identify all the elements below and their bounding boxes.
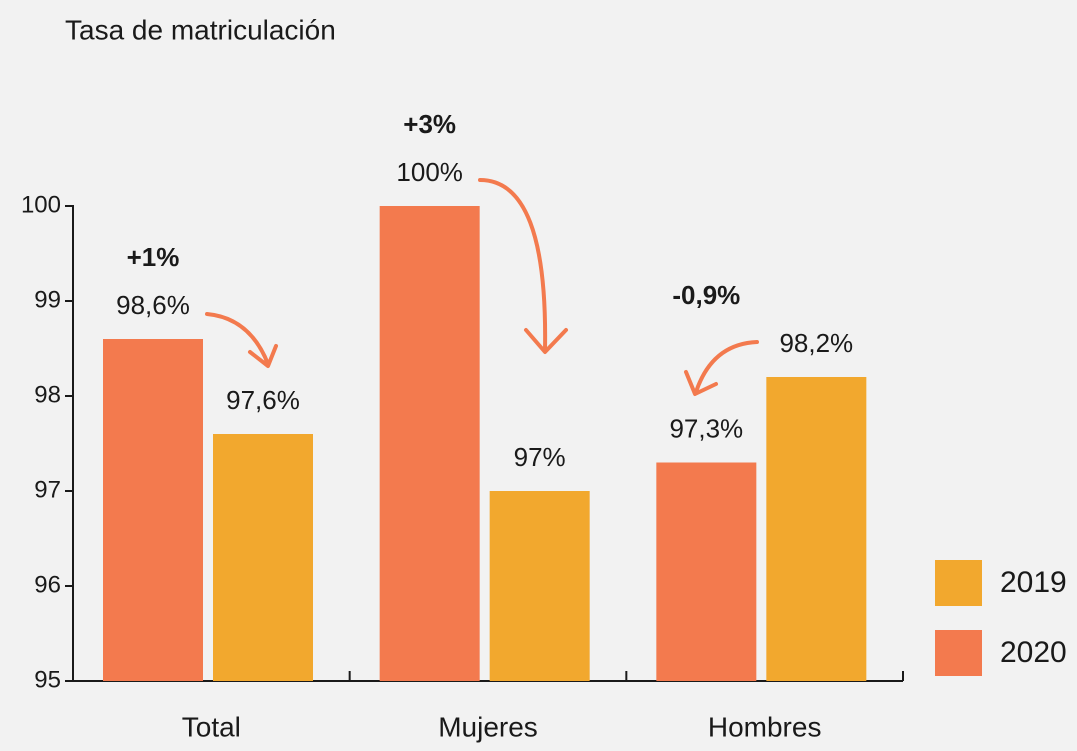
y-tick-label: 96	[34, 571, 61, 598]
legend-swatch	[935, 630, 982, 676]
bar	[656, 462, 757, 681]
data-label: 100%	[396, 157, 463, 187]
annotation: +3%	[403, 109, 456, 139]
data-label: 97,6%	[226, 385, 300, 415]
y-tick-label: 95	[34, 666, 61, 693]
arrow	[478, 178, 568, 354]
legend-label: 2019	[1000, 566, 1067, 599]
data-label: 98,6%	[116, 290, 190, 320]
bar	[379, 206, 480, 681]
arrow	[684, 340, 759, 396]
legend-label: 2020	[1000, 636, 1067, 669]
x-tick-label: Hombres	[708, 711, 822, 742]
bar	[103, 339, 203, 681]
bar	[766, 377, 867, 681]
bar	[213, 434, 313, 681]
data-label: 98,2%	[779, 328, 853, 358]
arrow	[205, 312, 278, 368]
annotation: -0,9%	[672, 280, 740, 310]
y-tick-label: 98	[34, 381, 61, 408]
y-tick-label: 97	[34, 476, 61, 503]
data-label: 97,3%	[669, 413, 743, 443]
bar	[489, 491, 590, 681]
annotation: +1%	[127, 242, 180, 272]
x-tick-label: Total	[182, 711, 241, 742]
legend-swatch	[935, 560, 982, 606]
data-label: 97%	[514, 442, 566, 472]
y-tick-label: 99	[34, 286, 61, 313]
chart-title: Tasa de matriculación	[65, 14, 336, 45]
y-tick-label: 100	[21, 191, 61, 218]
arrows	[205, 178, 759, 396]
x-tick-label: Mujeres	[438, 711, 538, 742]
